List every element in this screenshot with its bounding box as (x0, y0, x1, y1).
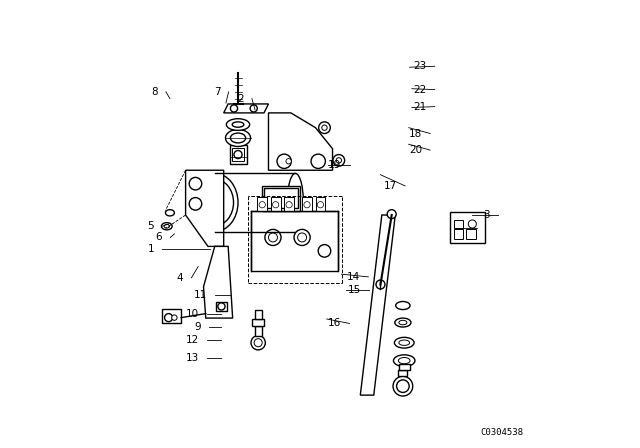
Circle shape (230, 105, 237, 112)
Bar (302, 197, 312, 211)
Text: 7: 7 (214, 87, 221, 97)
Bar (316, 197, 325, 211)
Bar (271, 197, 280, 211)
Polygon shape (186, 170, 224, 246)
Ellipse shape (227, 119, 250, 130)
Bar (252, 319, 264, 326)
Bar (454, 220, 463, 228)
Text: 6: 6 (156, 233, 163, 242)
Circle shape (319, 122, 330, 134)
Text: 13: 13 (186, 353, 199, 363)
Circle shape (189, 177, 202, 190)
Circle shape (164, 314, 173, 322)
Polygon shape (204, 246, 233, 318)
Text: 20: 20 (409, 145, 422, 155)
Bar (284, 197, 294, 211)
Text: 8: 8 (151, 87, 158, 97)
Ellipse shape (399, 320, 407, 325)
Bar (230, 145, 246, 164)
Ellipse shape (398, 358, 410, 364)
Ellipse shape (396, 302, 410, 310)
Circle shape (251, 336, 266, 350)
Circle shape (397, 380, 409, 392)
Circle shape (311, 154, 325, 168)
Text: 15: 15 (348, 285, 361, 295)
Bar (454, 229, 463, 239)
Text: 4: 4 (177, 273, 184, 283)
Circle shape (250, 105, 257, 112)
Text: C0304538: C0304538 (481, 428, 524, 437)
Text: 10: 10 (186, 309, 199, 319)
Ellipse shape (394, 355, 415, 366)
Bar (450, 212, 485, 243)
Bar (398, 370, 408, 376)
Circle shape (333, 155, 345, 166)
Circle shape (265, 229, 281, 246)
Bar (255, 326, 262, 336)
Ellipse shape (394, 337, 414, 348)
Circle shape (269, 233, 278, 242)
Circle shape (277, 154, 291, 168)
Text: 1: 1 (148, 244, 154, 254)
Bar (257, 197, 267, 211)
Text: 11: 11 (194, 290, 207, 300)
Ellipse shape (164, 224, 170, 228)
Bar (251, 211, 338, 271)
Text: 21: 21 (413, 102, 427, 112)
Text: 23: 23 (413, 61, 427, 71)
Text: 22: 22 (413, 85, 427, 95)
Text: 19: 19 (328, 160, 342, 170)
Ellipse shape (191, 173, 238, 232)
Polygon shape (269, 113, 333, 170)
Ellipse shape (232, 122, 244, 127)
Circle shape (393, 376, 413, 396)
Circle shape (322, 125, 327, 130)
Bar (255, 310, 262, 319)
Circle shape (468, 220, 476, 228)
Ellipse shape (166, 210, 174, 216)
Circle shape (286, 159, 291, 164)
Circle shape (218, 303, 225, 310)
Polygon shape (360, 215, 396, 395)
Ellipse shape (287, 173, 303, 232)
Bar (262, 186, 300, 211)
Text: 16: 16 (328, 319, 342, 328)
Text: 3: 3 (484, 210, 490, 220)
Text: 2: 2 (237, 94, 244, 103)
Text: 9: 9 (195, 322, 202, 332)
Ellipse shape (196, 179, 234, 226)
Circle shape (189, 198, 202, 210)
Bar (163, 309, 181, 323)
Text: 12: 12 (186, 336, 199, 345)
Circle shape (387, 210, 396, 219)
Circle shape (318, 245, 331, 257)
Circle shape (234, 151, 242, 159)
Circle shape (259, 202, 266, 208)
Ellipse shape (230, 133, 246, 143)
Circle shape (172, 315, 177, 320)
Circle shape (294, 229, 310, 246)
Circle shape (298, 233, 307, 242)
Circle shape (317, 202, 324, 208)
Bar (466, 229, 476, 239)
Circle shape (254, 339, 262, 347)
Ellipse shape (395, 318, 411, 327)
Bar (232, 148, 244, 161)
Text: 5: 5 (148, 221, 154, 231)
Bar (264, 188, 298, 208)
Circle shape (336, 158, 342, 163)
Text: 17: 17 (384, 181, 397, 191)
Circle shape (286, 202, 292, 208)
Ellipse shape (161, 223, 172, 230)
Bar (399, 364, 410, 370)
Circle shape (273, 202, 279, 208)
Text: 14: 14 (347, 272, 360, 282)
Circle shape (376, 280, 385, 289)
Text: 18: 18 (409, 129, 422, 138)
Ellipse shape (399, 340, 410, 345)
Circle shape (304, 202, 310, 208)
Ellipse shape (225, 129, 251, 146)
Polygon shape (224, 104, 269, 113)
Bar (216, 302, 227, 311)
